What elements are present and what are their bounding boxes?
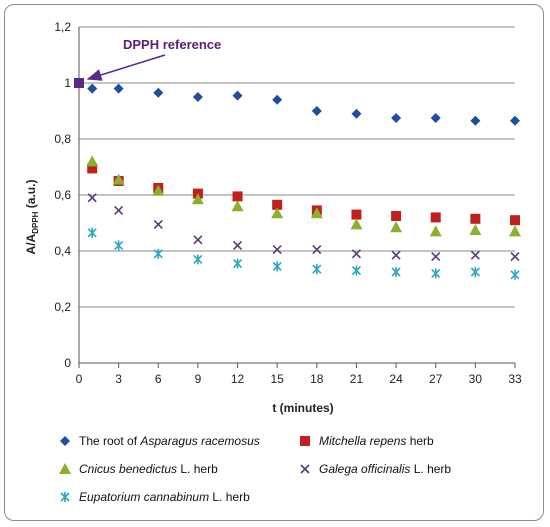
data-point-series-2 (391, 211, 401, 221)
data-point-series-4 (234, 241, 242, 249)
data-point-series-3 (86, 155, 98, 166)
reference-label: DPPH reference (123, 37, 221, 52)
gridlines (79, 27, 515, 307)
data-point-series-5 (471, 267, 479, 277)
data-point-series-4 (313, 246, 321, 254)
legend-label: Mitchella repens herb (319, 434, 434, 448)
data-point-series-5 (88, 228, 96, 238)
chart-svg: 0 0,2 0,4 0,6 0,8 1 1,2 0 3 6 9 12 15 18 21 24 27 30 33 DP… (5, 5, 545, 522)
reference-point (74, 78, 84, 88)
legend-label: Eupatorium cannabinum L. herb (79, 490, 250, 504)
data-point-series-1 (193, 92, 203, 102)
data-point-series-3 (509, 225, 521, 236)
data-point-series-4 (154, 220, 162, 228)
legend-marker (300, 436, 310, 446)
data-point-series-5 (194, 254, 202, 264)
x-tick-label: 27 (429, 372, 443, 386)
data-point-series-4 (511, 253, 519, 261)
data-point-series-1 (470, 116, 480, 126)
legend-item-1: The root of Asparagus racemosus (60, 434, 260, 448)
y-tick-label: 0,4 (54, 244, 71, 258)
x-tick-label: 24 (389, 372, 403, 386)
legend-item-2: Mitchella repens herb (300, 434, 434, 448)
data-point-series-4 (471, 251, 479, 259)
data-point-series-5 (154, 249, 162, 259)
data-point-series-5 (273, 261, 281, 271)
legend-marker (301, 465, 309, 473)
x-tick-label: 18 (310, 372, 324, 386)
data-point-series-3 (390, 221, 402, 232)
data-point-series-5 (392, 267, 400, 277)
y-tick-label: 0,8 (54, 132, 71, 146)
legend-label: Cnicus benedictus L. herb (79, 462, 218, 476)
data-point-series-3 (469, 224, 481, 235)
axes (79, 27, 515, 368)
data-point-series-1 (431, 113, 441, 123)
data-point-series-1 (233, 91, 243, 101)
data-point-series-3 (232, 200, 244, 211)
legend-marker (60, 436, 70, 446)
legend-marker (61, 492, 69, 502)
data-point-series-4 (392, 251, 400, 259)
y-axis-title: A/ADPPH (a.u.) (24, 180, 40, 255)
data-point-series-2 (470, 214, 480, 224)
data-point-series-1 (272, 95, 282, 105)
data-point-series-2 (351, 210, 361, 220)
data-point-series-4 (273, 246, 281, 254)
data-point-series-2 (431, 212, 441, 222)
chart-frame: 0 0,2 0,4 0,6 0,8 1 1,2 0 3 6 9 12 15 18 21 24 27 30 33 DP… (4, 4, 544, 521)
data-point-series-5 (511, 270, 519, 280)
x-tick-label: 15 (271, 372, 285, 386)
data-point-series-2 (233, 191, 243, 201)
x-tick-label: 21 (350, 372, 364, 386)
data-points (86, 84, 521, 280)
legend-item-5: Eupatorium cannabinum L. herb (61, 490, 250, 504)
data-point-series-1 (391, 113, 401, 123)
data-point-series-4 (194, 236, 202, 244)
data-point-series-3 (350, 218, 362, 229)
data-point-series-1 (153, 88, 163, 98)
tick-labels: 0 0,2 0,4 0,6 0,8 1 1,2 0 3 6 9 12 15 18 21 24 27 30 33 (54, 20, 522, 386)
x-tick-label: 12 (231, 372, 245, 386)
x-tick-label: 0 (76, 372, 83, 386)
legend: The root of Asparagus racemosus Mitchella… (59, 434, 451, 504)
data-point-series-1 (114, 84, 124, 94)
data-point-series-1 (87, 84, 97, 94)
data-point-series-5 (352, 266, 360, 276)
data-point-series-4 (432, 253, 440, 261)
y-tick-label: 1,2 (54, 20, 71, 34)
x-tick-label: 9 (195, 372, 202, 386)
y-tick-label: 0,2 (54, 300, 71, 314)
data-point-series-1 (351, 109, 361, 119)
data-point-series-5 (115, 240, 123, 250)
x-tick-label: 6 (155, 372, 162, 386)
legend-marker (59, 463, 71, 474)
data-point-series-2 (510, 215, 520, 225)
y-tick-label: 0 (64, 356, 71, 370)
legend-label: The root of Asparagus racemosus (79, 434, 260, 448)
x-tick-label: 3 (115, 372, 122, 386)
data-point-series-5 (313, 264, 321, 274)
legend-label: Galega officinalis L. herb (319, 462, 451, 476)
x-axis-title: t (minutes) (272, 401, 333, 415)
data-point-series-3 (430, 225, 442, 236)
y-tick-label: 1 (64, 76, 71, 90)
data-point-series-5 (234, 259, 242, 269)
x-tick-label: 30 (469, 372, 483, 386)
data-point-series-4 (115, 206, 123, 214)
x-tick-label: 33 (508, 372, 522, 386)
legend-item-3: Cnicus benedictus L. herb (59, 462, 218, 476)
data-point-series-1 (510, 116, 520, 126)
reference-annotation: DPPH reference (74, 37, 221, 88)
y-tick-label: 0,6 (54, 188, 71, 202)
data-point-series-5 (432, 268, 440, 278)
legend-item-4: Galega officinalis L. herb (301, 462, 451, 476)
reference-arrow (88, 55, 165, 79)
data-point-series-1 (312, 106, 322, 116)
